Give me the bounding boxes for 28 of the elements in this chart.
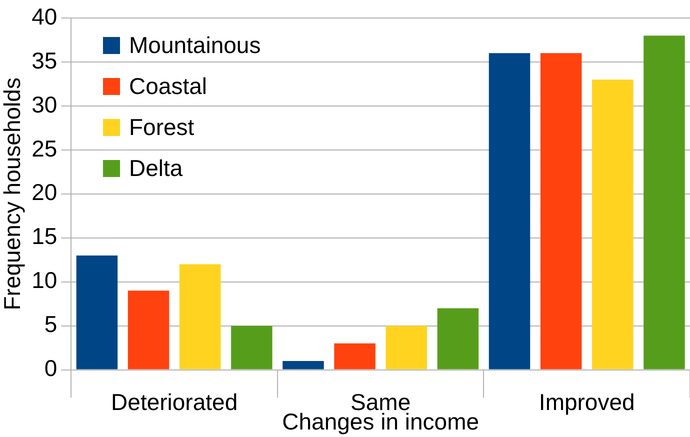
- y-tick-label: 10: [32, 267, 58, 294]
- legend-label: Mountainous: [128, 31, 261, 60]
- bar: [644, 36, 685, 370]
- bar: [179, 264, 221, 370]
- bar: [334, 343, 376, 370]
- legend-label: Forest: [128, 113, 196, 142]
- legend-label: Coastal: [128, 72, 208, 101]
- x-tick-label: Improved: [538, 388, 635, 415]
- y-tick-label: 15: [32, 223, 58, 250]
- y-tick-label: 5: [44, 311, 58, 338]
- bar: [128, 290, 170, 370]
- legend-label: Delta: [128, 154, 184, 183]
- y-tick-label: 35: [32, 47, 58, 74]
- bar: [437, 308, 479, 370]
- x-tick-label: Deteriorated: [111, 388, 238, 415]
- y-tick-label: 0: [44, 355, 58, 382]
- bar: [76, 255, 118, 370]
- y-tick-label: 25: [32, 135, 58, 162]
- bar: [282, 361, 324, 370]
- bar: [386, 326, 428, 370]
- y-tick-label: 30: [32, 91, 58, 118]
- bar: [540, 53, 582, 370]
- bar: [592, 80, 634, 370]
- bar: [488, 53, 530, 370]
- y-tick-label: 20: [32, 179, 58, 206]
- y-axis-title: Frequency households: [0, 78, 26, 310]
- bar: [231, 326, 272, 370]
- y-tick-label: 40: [32, 3, 58, 30]
